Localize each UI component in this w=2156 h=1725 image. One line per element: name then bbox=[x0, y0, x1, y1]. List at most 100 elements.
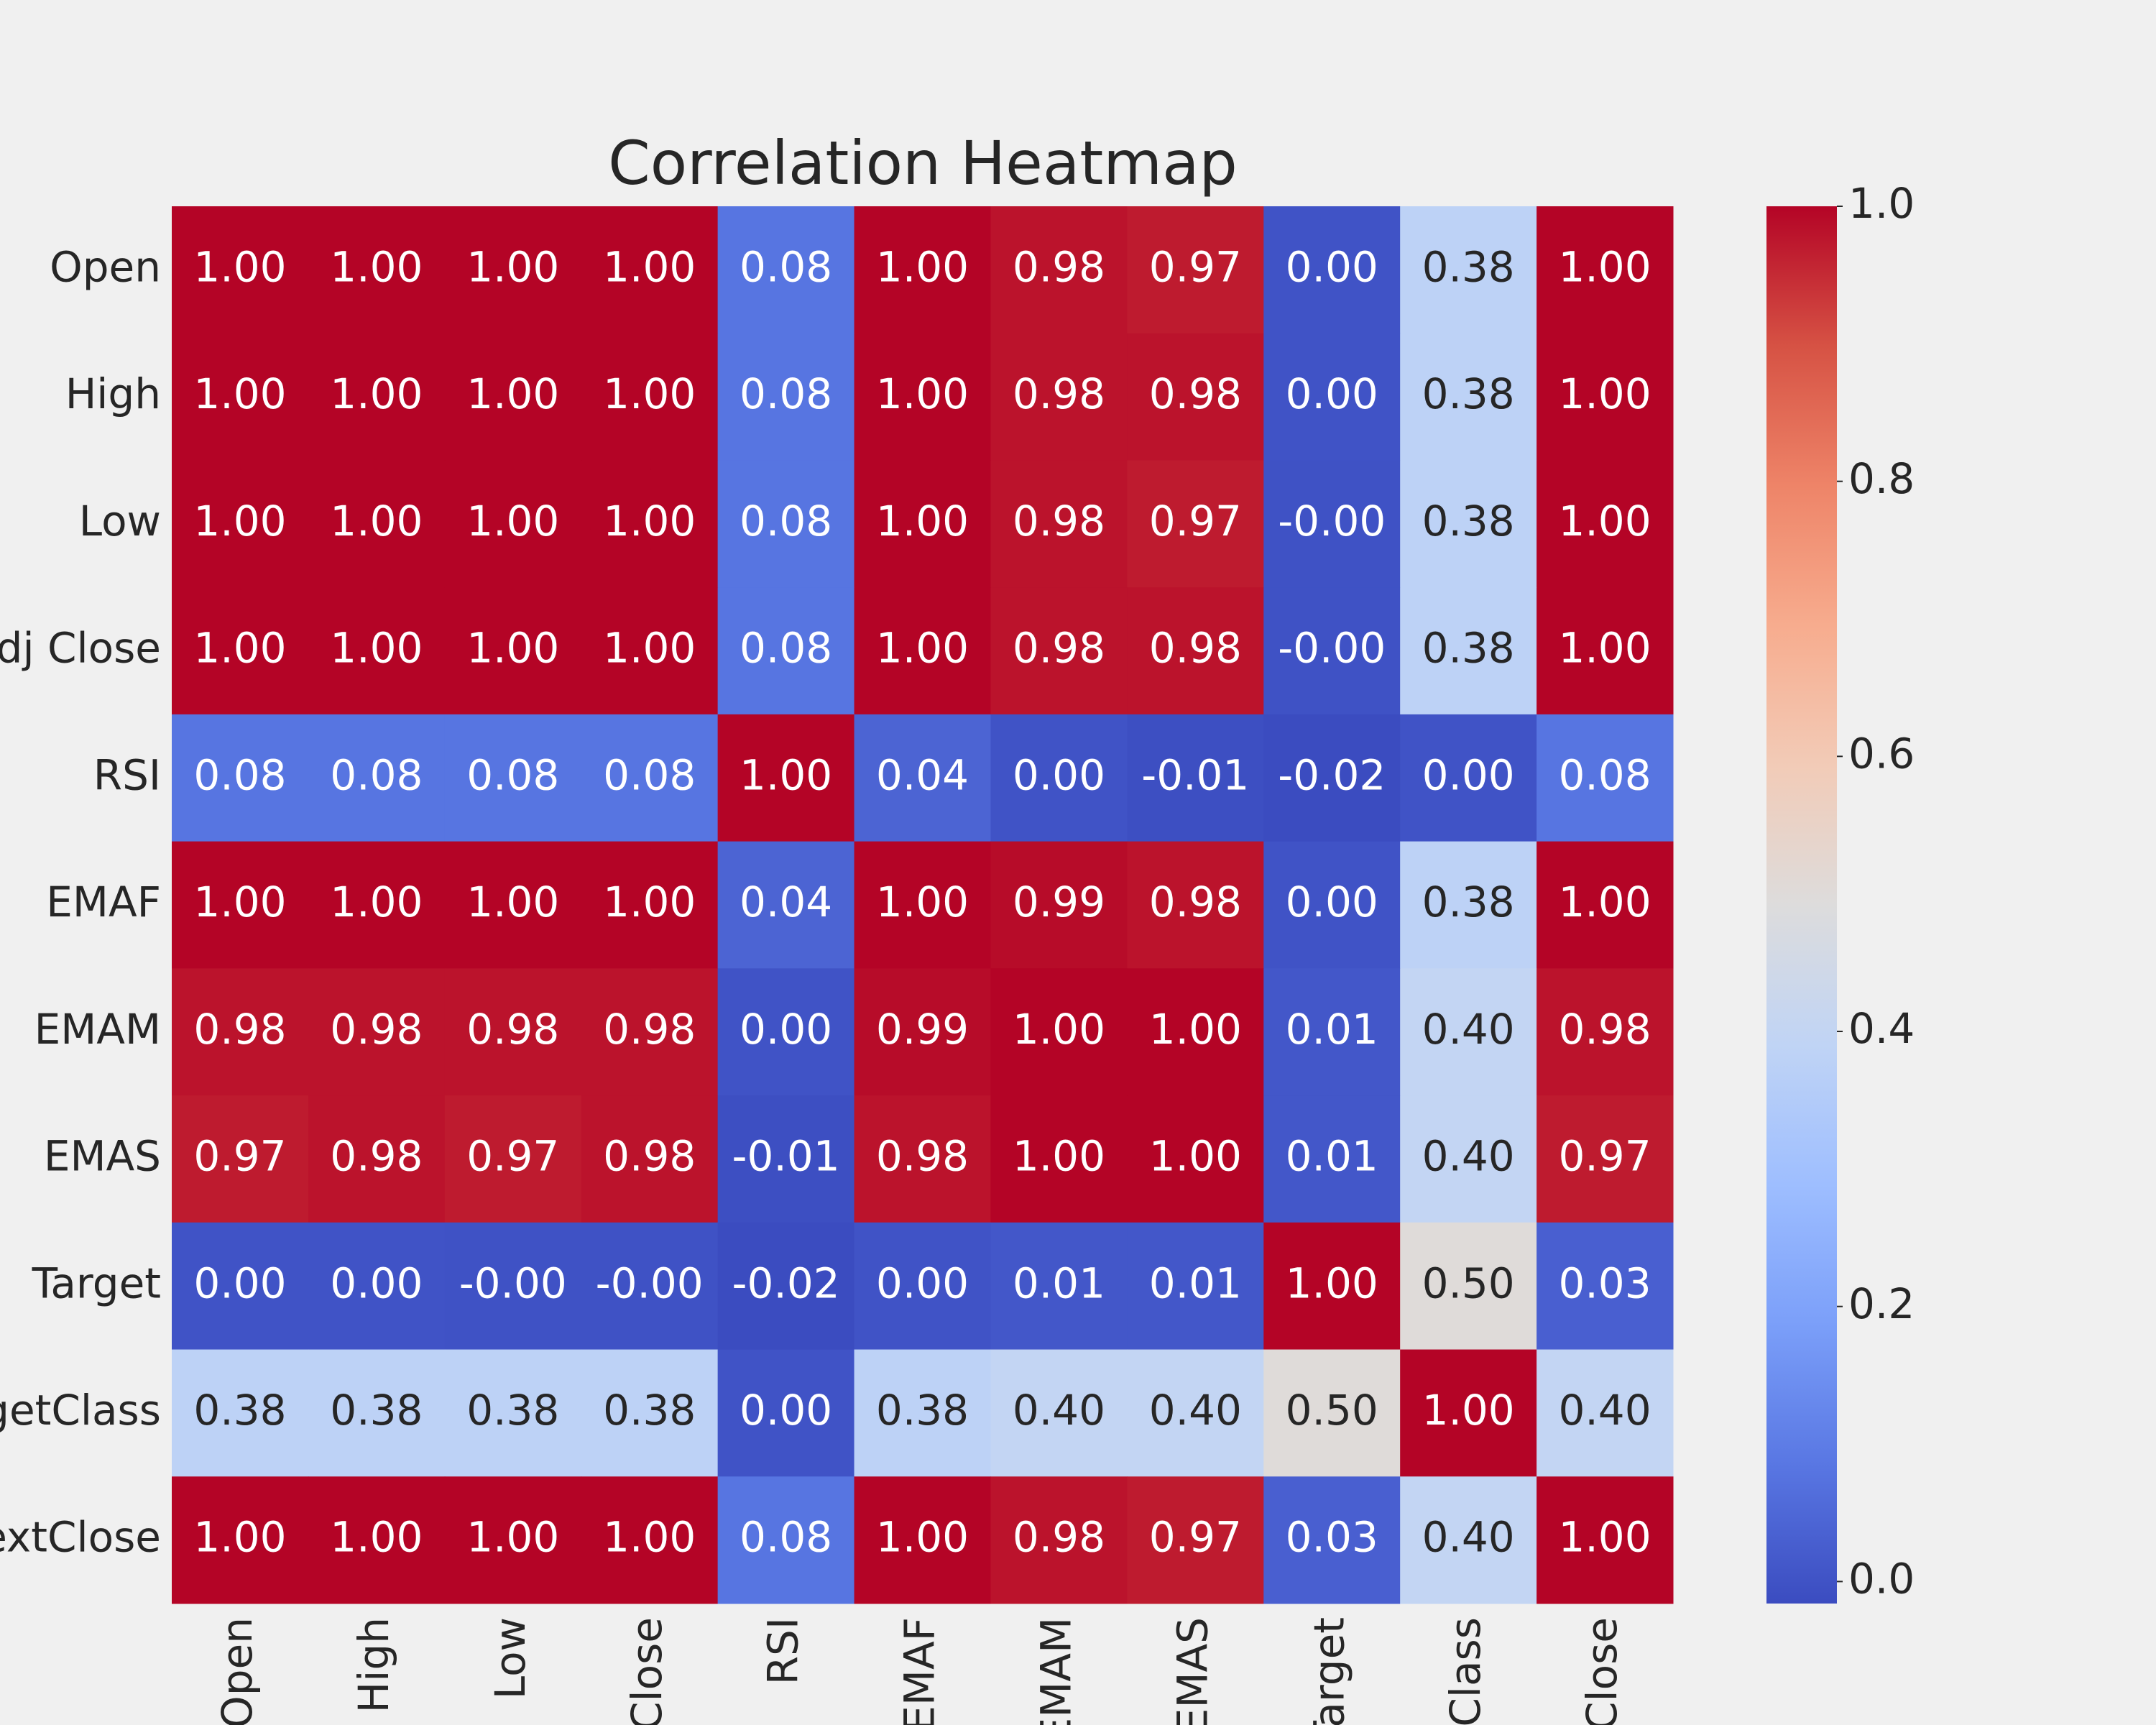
cell-label: 1.00 bbox=[1013, 1005, 1105, 1054]
cell-label: 0.08 bbox=[603, 750, 696, 799]
cell-label: 0.98 bbox=[1013, 497, 1105, 546]
heatmap-cell bbox=[1127, 460, 1264, 588]
cell-label: 1.00 bbox=[1558, 242, 1651, 291]
heatmap-cell bbox=[717, 1222, 855, 1351]
heatmap-cell bbox=[1127, 587, 1264, 715]
cell-label: 0.98 bbox=[1149, 369, 1242, 418]
heatmap-cell bbox=[854, 460, 991, 588]
heatmap-cell bbox=[1400, 206, 1537, 334]
heatmap-cell bbox=[1263, 714, 1401, 842]
colorbar-tick-label: 0.8 bbox=[1848, 454, 1915, 503]
cell-label: 1.00 bbox=[1558, 497, 1651, 546]
heatmap-cell bbox=[172, 206, 309, 334]
cell-label: 1.00 bbox=[876, 878, 969, 926]
y-tick-label: EMAM bbox=[34, 1005, 161, 1054]
heatmap-cell bbox=[990, 587, 1128, 715]
cell-label: 0.50 bbox=[1286, 1386, 1378, 1435]
x-tick-label: RSI bbox=[759, 1617, 808, 1685]
x-tick-label: NextClose bbox=[1577, 1617, 1626, 1725]
heatmap-cell bbox=[990, 460, 1128, 588]
cell-label: 0.08 bbox=[1558, 750, 1651, 799]
heatmap-cell bbox=[717, 1349, 855, 1477]
heatmap-cell bbox=[581, 333, 719, 461]
cell-label: 0.97 bbox=[1149, 497, 1242, 546]
cell-label: 0.38 bbox=[1422, 878, 1515, 926]
heatmap-cell bbox=[1127, 1222, 1264, 1351]
heatmap-cell bbox=[1263, 333, 1401, 461]
y-tick-label: High bbox=[65, 369, 161, 418]
cell-label: 0.98 bbox=[603, 1005, 696, 1054]
heatmap-cell bbox=[172, 1349, 309, 1477]
colorbar-tick-label: 0.6 bbox=[1848, 729, 1915, 778]
heatmap-cell bbox=[990, 1349, 1128, 1477]
heatmap-cell bbox=[1537, 1222, 1674, 1351]
cell-label: 1.00 bbox=[876, 242, 969, 291]
heatmap-cell bbox=[581, 460, 719, 588]
heatmap-cell bbox=[444, 1222, 582, 1351]
y-tick-label: EMAF bbox=[46, 878, 161, 926]
cell-label: 0.08 bbox=[740, 1513, 832, 1562]
cell-label: 0.50 bbox=[1422, 1259, 1515, 1307]
cell-label: 0.38 bbox=[876, 1386, 969, 1435]
cell-label: 0.00 bbox=[876, 1259, 969, 1307]
cell-label: 0.08 bbox=[193, 750, 286, 799]
cell-label: 1.00 bbox=[193, 497, 286, 546]
cell-label: 1.00 bbox=[1013, 1132, 1105, 1181]
heatmap-cell bbox=[581, 968, 719, 1096]
cell-label: 0.98 bbox=[466, 1005, 559, 1054]
cell-label: 0.08 bbox=[740, 242, 832, 291]
heatmap-cell bbox=[854, 1095, 991, 1223]
x-tick-label: Open bbox=[213, 1617, 262, 1725]
heatmap-cell bbox=[1537, 333, 1674, 461]
heatmap-cell bbox=[581, 1349, 719, 1477]
heatmap-cell bbox=[581, 1476, 719, 1604]
cell-label: 0.38 bbox=[1422, 369, 1515, 418]
heatmap-cell bbox=[444, 714, 582, 842]
y-tick-label: EMAS bbox=[44, 1132, 161, 1181]
heatmap-cell bbox=[1537, 1095, 1674, 1223]
cell-label: 0.99 bbox=[1013, 878, 1105, 926]
cell-label: 0.00 bbox=[740, 1386, 832, 1435]
heatmap-cell bbox=[990, 714, 1128, 842]
y-tick-label: TargetClass bbox=[0, 1386, 161, 1435]
cell-label: 0.40 bbox=[1558, 1386, 1651, 1435]
cell-label: 0.00 bbox=[330, 1259, 423, 1307]
heatmap-cell bbox=[1127, 968, 1264, 1096]
heatmap-cell bbox=[172, 1095, 309, 1223]
cell-label: 0.00 bbox=[1286, 369, 1378, 418]
cell-label: 0.98 bbox=[603, 1132, 696, 1181]
heatmap-cell bbox=[172, 333, 309, 461]
x-tick-label: High bbox=[349, 1617, 398, 1713]
heatmap-cell bbox=[717, 968, 855, 1096]
heatmap-cell bbox=[1400, 968, 1537, 1096]
heatmap-cell bbox=[854, 968, 991, 1096]
cell-label: 1.00 bbox=[1286, 1259, 1378, 1307]
heatmap-cell bbox=[308, 333, 446, 461]
heatmap-cell bbox=[1263, 841, 1401, 969]
cell-label: 0.98 bbox=[330, 1132, 423, 1181]
x-tick-label: TargetClass bbox=[1441, 1617, 1490, 1725]
colorbar-tick-label: 1.0 bbox=[1848, 179, 1915, 228]
heatmap-cell bbox=[444, 333, 582, 461]
cell-label: 0.01 bbox=[1286, 1132, 1378, 1181]
cell-label: 0.08 bbox=[740, 497, 832, 546]
cell-label: 0.01 bbox=[1013, 1259, 1105, 1307]
cell-label: 0.08 bbox=[330, 750, 423, 799]
heatmap-cell bbox=[1537, 968, 1674, 1096]
heatmap-cell bbox=[444, 1095, 582, 1223]
heatmap-cell bbox=[717, 714, 855, 842]
cell-label: 0.97 bbox=[193, 1132, 286, 1181]
cell-label: 1.00 bbox=[466, 242, 559, 291]
cell-label: -0.01 bbox=[1141, 750, 1249, 799]
cell-label: 1.00 bbox=[603, 242, 696, 291]
heatmap-cell bbox=[308, 714, 446, 842]
cell-label: 0.04 bbox=[876, 750, 969, 799]
x-tick-label: Target bbox=[1304, 1617, 1353, 1725]
heatmap-cell bbox=[717, 841, 855, 969]
heatmap-cell bbox=[1537, 587, 1674, 715]
colorbar-tick-label: 0.0 bbox=[1848, 1554, 1915, 1603]
cell-label: 0.08 bbox=[740, 369, 832, 418]
cell-label: 0.01 bbox=[1286, 1005, 1378, 1054]
heatmap-cell bbox=[717, 1095, 855, 1223]
heatmap-cell bbox=[172, 841, 309, 969]
